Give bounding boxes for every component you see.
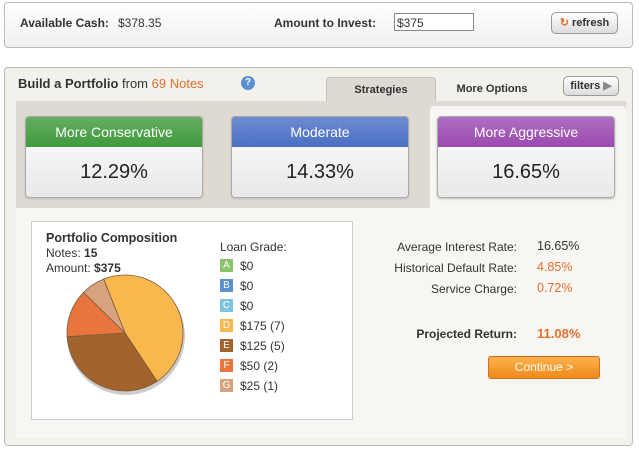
notes-line: Notes: 15 — [46, 246, 97, 260]
portfolio-heading: Build a Portfolio from 69 Notes — [18, 76, 204, 91]
filters-label: filters — [570, 80, 601, 92]
summary-label: Average Interest Rate: — [397, 240, 517, 254]
invest-input[interactable]: $375 — [394, 13, 474, 31]
pie-slice — [82, 278, 126, 334]
grade-swatch: B — [220, 279, 233, 292]
strategy-card[interactable]: Moderate 14.33% — [231, 116, 409, 198]
projected-value: 11.08% — [537, 326, 581, 341]
summary-value: 0.72% — [537, 281, 573, 295]
strategy-rate: 16.65% — [492, 161, 560, 183]
grade-amount: $25 (1) — [240, 379, 279, 393]
projected-label: Projected Return: — [416, 327, 517, 341]
amount-value: $375 — [94, 261, 121, 275]
composition-title: Portfolio Composition — [46, 231, 178, 245]
grade-amount: $0 — [240, 279, 254, 293]
help-icon[interactable]: ? — [241, 76, 255, 90]
grade-amount: $125 (5) — [240, 339, 285, 353]
amount-line: Amount: $375 — [46, 261, 121, 275]
summary-label: Historical Default Rate: — [394, 261, 517, 275]
from-text: from — [122, 76, 149, 91]
strategy-name: More Aggressive — [438, 117, 614, 147]
grade-amount: $0 — [240, 259, 254, 273]
tab[interactable]: More Options — [456, 83, 528, 95]
notes-label: Notes: — [46, 246, 81, 260]
amount-label: Amount: — [46, 261, 91, 275]
continue-button[interactable]: Continue > — [488, 356, 600, 379]
tab[interactable]: Strategies — [326, 77, 436, 102]
grade-amount: $0 — [240, 299, 254, 313]
cash-value: $378.35 — [118, 16, 162, 30]
strategy-rate: 12.29% — [80, 161, 148, 183]
grade-swatch: D — [220, 319, 233, 332]
notes-count[interactable]: 69 Notes — [151, 76, 204, 91]
grade-swatch: G — [220, 379, 233, 392]
notes-value: 15 — [84, 246, 98, 260]
grade-swatch: E — [220, 339, 233, 352]
grade-swatch: C — [220, 299, 233, 312]
strategy-card[interactable]: More Conservative 12.29% — [25, 116, 203, 198]
grade-amount: $50 (2) — [240, 359, 279, 373]
invest-label: Amount to Invest: — [274, 16, 376, 30]
pie-chart — [66, 274, 185, 395]
strategy-rate: 14.33% — [286, 161, 354, 183]
filters-button[interactable]: filters ▶ — [563, 76, 619, 96]
top-bar — [4, 2, 633, 48]
refresh-icon: ↻ — [559, 17, 569, 29]
loan-grade-label: Loan Grade: — [220, 240, 287, 254]
summary-value: 4.85% — [537, 260, 573, 274]
grade-swatch: A — [220, 259, 233, 272]
grade-amount: $175 (7) — [240, 319, 285, 333]
summary-label: Service Charge: — [430, 282, 517, 296]
refresh-button[interactable]: ↻ refresh — [551, 12, 618, 34]
strategy-name: More Conservative — [26, 117, 202, 147]
cash-label: Available Cash: — [20, 16, 109, 30]
pie-slice — [103, 274, 184, 382]
strategy-name: Moderate — [232, 117, 408, 147]
refresh-label: refresh — [571, 17, 610, 29]
pie-slice — [66, 332, 158, 392]
strategy-card[interactable]: More Aggressive 16.65% — [437, 116, 615, 198]
summary-value: 16.65% — [537, 239, 580, 253]
portfolio-title: Build a Portfolio — [18, 76, 119, 91]
filters-arrow: ▶ — [603, 80, 612, 92]
grade-swatch: F — [220, 359, 233, 372]
